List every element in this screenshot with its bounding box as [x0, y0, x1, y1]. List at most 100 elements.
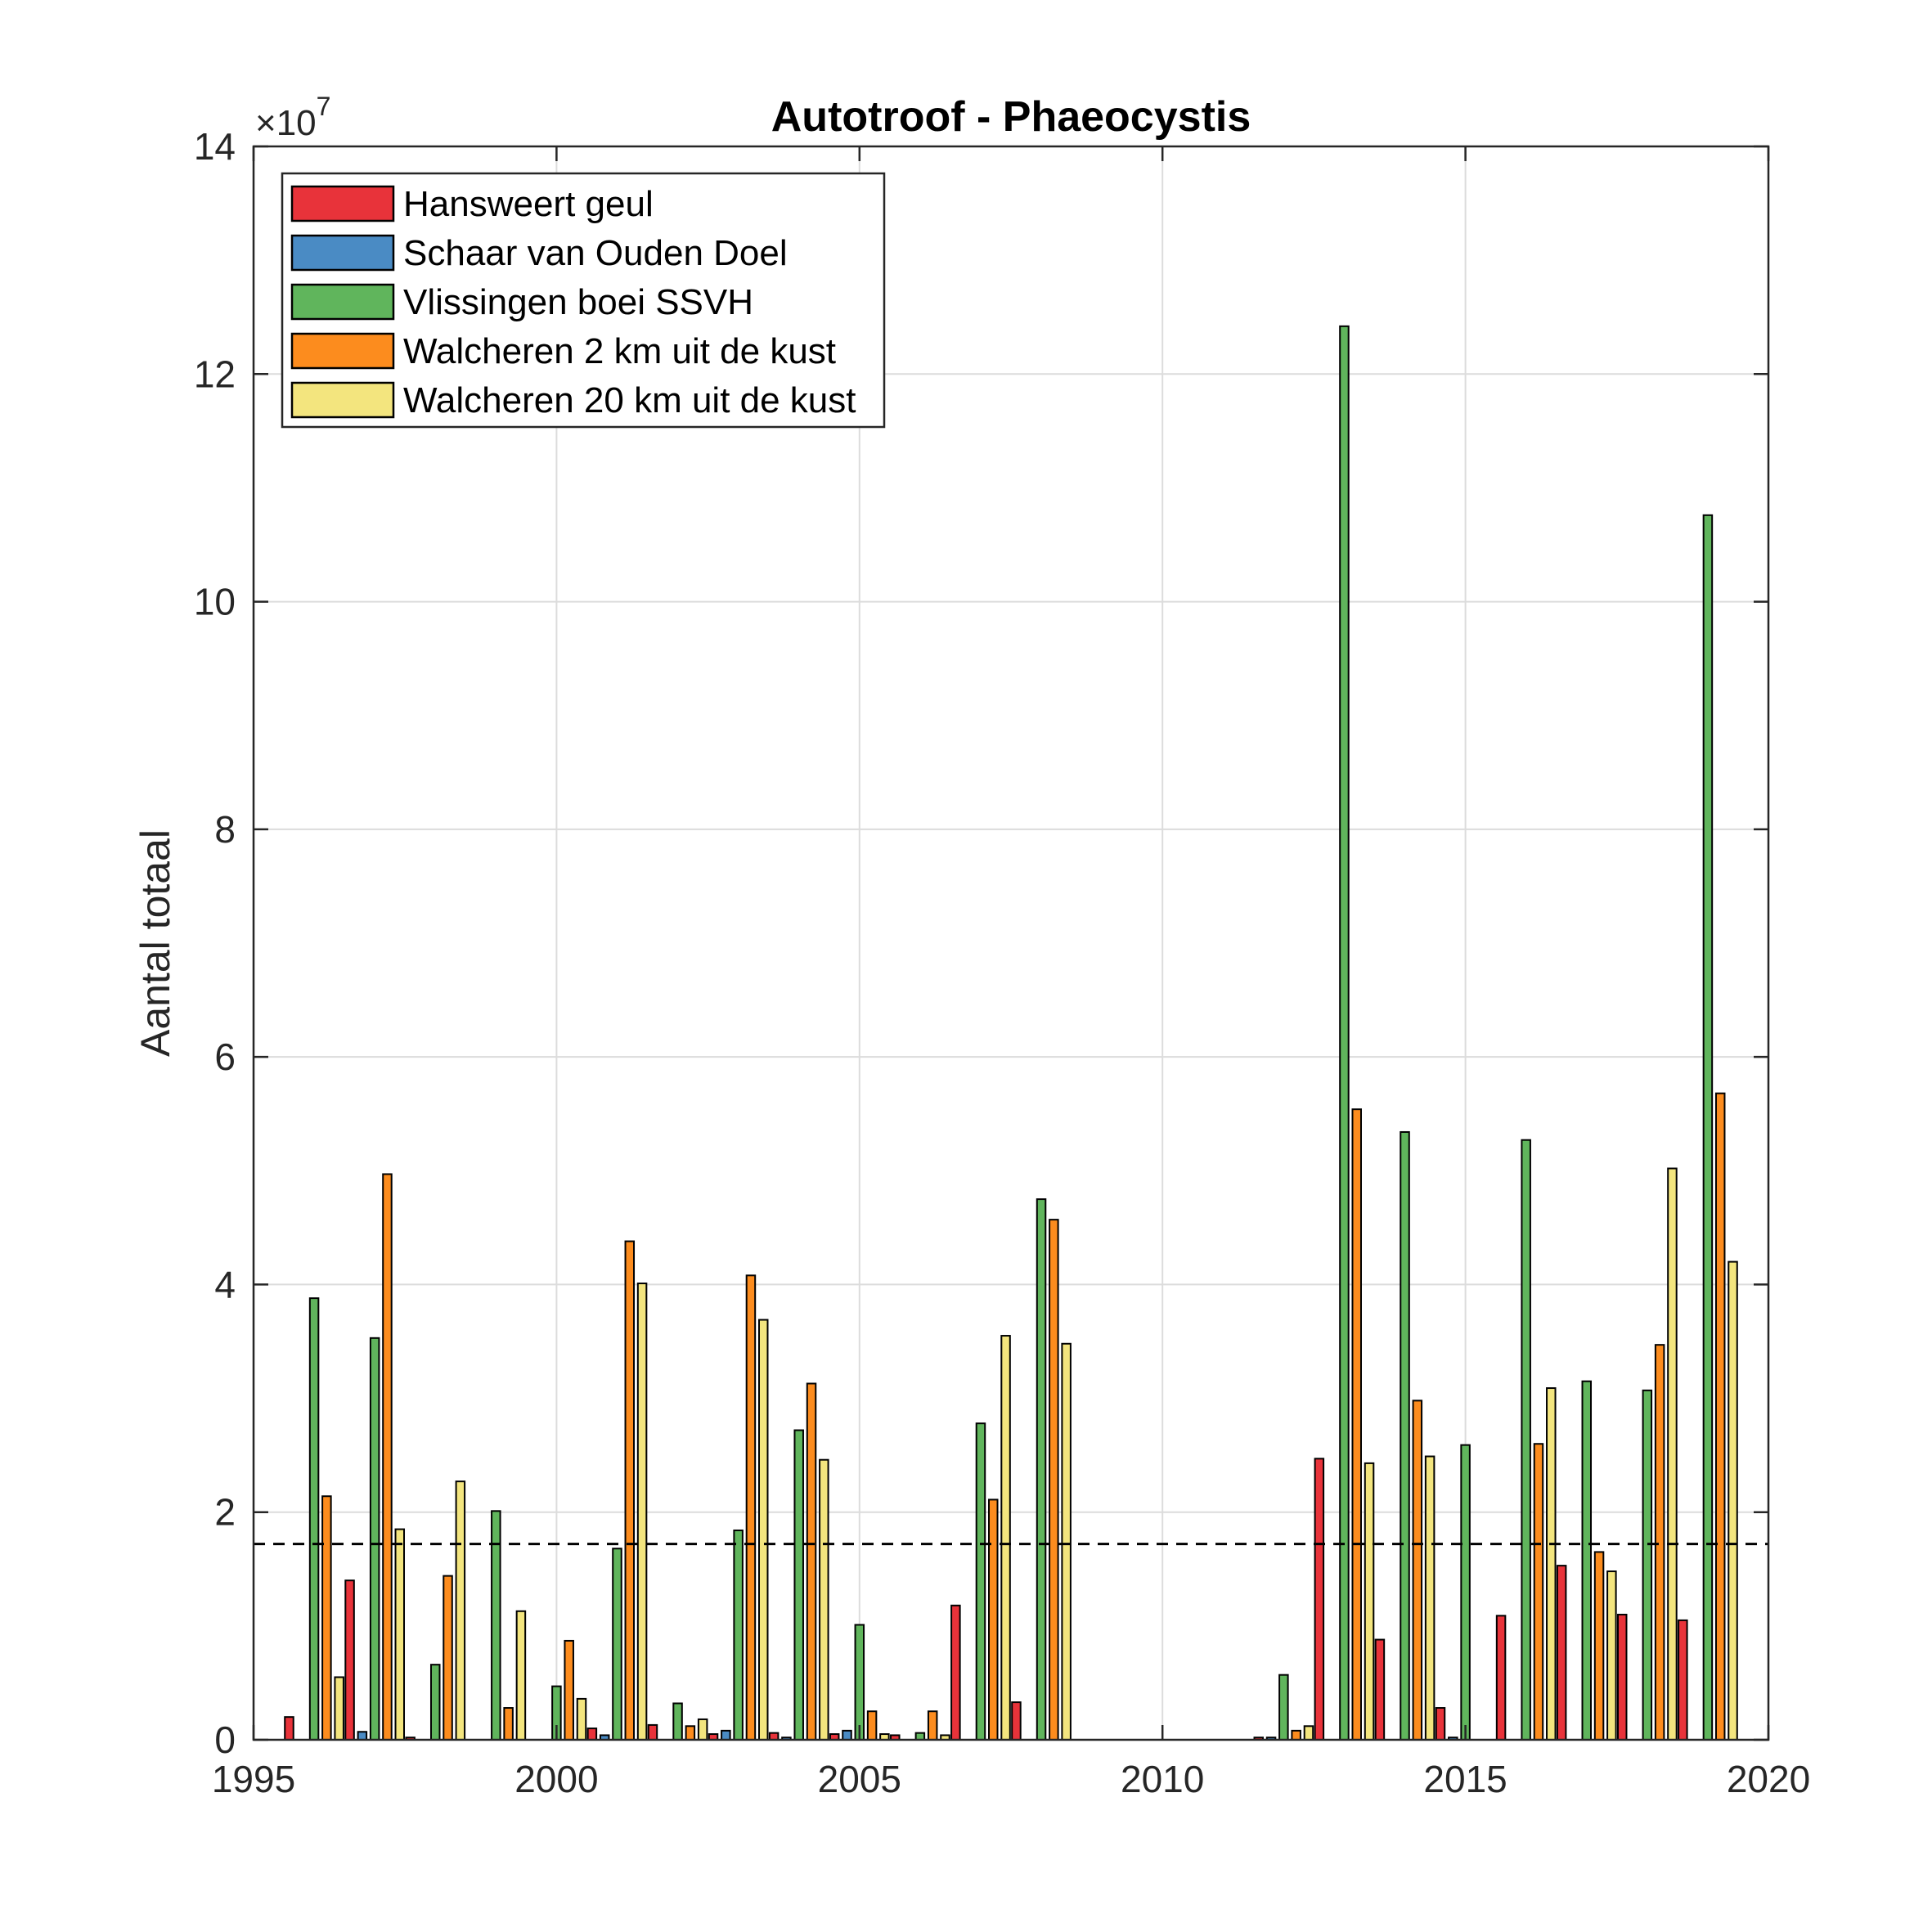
bar [793, 1429, 804, 1741]
x-tick-label: 1995 [212, 1758, 295, 1800]
y-tick-label: 10 [194, 581, 236, 623]
bar [1291, 1729, 1301, 1741]
bar [1702, 514, 1714, 1741]
y-tick-label: 0 [214, 1719, 236, 1761]
legend-label: Vlissingen boei SSVH [403, 282, 753, 322]
y-tick-label: 14 [194, 125, 236, 168]
bar [1061, 1342, 1072, 1741]
bar [1533, 1443, 1544, 1741]
bar [854, 1624, 865, 1741]
bar [455, 1480, 466, 1741]
chart-title: Autotroof - Phaeocystis [771, 93, 1251, 141]
bar [685, 1725, 696, 1741]
legend-swatch [290, 234, 395, 272]
bar [1606, 1570, 1617, 1741]
bar [721, 1729, 731, 1741]
bar [1546, 1387, 1557, 1741]
x-tick-labels: 1995 2000 2005 2010 2015 2020 [212, 1758, 1810, 1800]
bar [503, 1707, 514, 1741]
bar [491, 1510, 501, 1741]
bar [914, 1732, 926, 1741]
bar [443, 1575, 453, 1741]
bar [369, 1337, 380, 1741]
x-tick-label: 2020 [1727, 1758, 1810, 1800]
bar [1049, 1219, 1059, 1741]
bar [733, 1529, 744, 1741]
x-tick-label: 2015 [1423, 1758, 1507, 1800]
bar [284, 1716, 294, 1741]
y-exponent-base: ×10 [255, 103, 317, 143]
bar [1400, 1130, 1410, 1741]
y-tick-label: 4 [214, 1263, 236, 1305]
bar [1314, 1458, 1325, 1741]
bar [1011, 1701, 1022, 1741]
bar [1435, 1707, 1446, 1741]
bar [564, 1639, 574, 1741]
bar [1424, 1455, 1436, 1741]
bar [429, 1664, 441, 1741]
bar [1654, 1344, 1665, 1741]
bar [1581, 1380, 1593, 1741]
legend-label: Walcheren 20 km uit de kust [403, 380, 856, 420]
bar [1036, 1198, 1047, 1741]
bar [1364, 1462, 1375, 1741]
bar [308, 1297, 320, 1741]
bar [1593, 1551, 1605, 1741]
bar [1278, 1674, 1289, 1741]
bar [806, 1382, 817, 1741]
x-tick-label: 2005 [818, 1758, 901, 1800]
bar [768, 1732, 780, 1741]
ticks [252, 145, 1770, 1741]
bar [1556, 1565, 1567, 1741]
bar [1339, 325, 1350, 1741]
bar [1642, 1389, 1653, 1741]
bar [1616, 1613, 1628, 1741]
y-tick-label: 12 [194, 353, 236, 395]
bar [1351, 1108, 1362, 1741]
legend-label: Walcheren 2 km uit de kust [403, 331, 836, 371]
bar [697, 1718, 708, 1741]
bar [624, 1240, 636, 1741]
bar [321, 1495, 332, 1741]
bar [1303, 1725, 1314, 1741]
bar [382, 1173, 393, 1741]
bar [842, 1729, 852, 1741]
bar [757, 1319, 769, 1741]
y-tick-label: 6 [214, 1036, 236, 1078]
bar [1000, 1335, 1011, 1741]
y-exponent: ×107 [255, 92, 330, 143]
bar [357, 1731, 368, 1741]
legend-label: Schaar van Ouden Doel [403, 233, 788, 273]
bar [975, 1422, 986, 1741]
bar [636, 1283, 648, 1741]
bar [1374, 1638, 1386, 1741]
bar [1460, 1444, 1471, 1741]
y-exponent-power: 7 [317, 92, 331, 121]
y-tick-labels: 0 2 4 6 8 10 12 14 [194, 125, 236, 1761]
bar [866, 1710, 878, 1741]
bar [647, 1723, 658, 1741]
legend-label: Hansweert geul [403, 184, 654, 224]
bar [1714, 1092, 1726, 1741]
legend-swatch [290, 381, 395, 419]
y-tick-label: 8 [214, 808, 236, 851]
bar [515, 1610, 527, 1741]
bar [1667, 1167, 1678, 1741]
bar [576, 1697, 587, 1741]
bar [1521, 1139, 1531, 1741]
x-tick-label: 2010 [1121, 1758, 1204, 1800]
bar [927, 1710, 938, 1741]
y-axis-label: Aantal totaal [133, 829, 178, 1057]
bar [950, 1604, 961, 1741]
bar [1728, 1260, 1738, 1741]
bar [988, 1498, 999, 1741]
bar [745, 1274, 757, 1741]
bar [586, 1728, 598, 1741]
x-tick-label: 2000 [514, 1758, 598, 1800]
bar [394, 1528, 406, 1741]
bar [612, 1548, 622, 1741]
legend-swatch [290, 185, 395, 222]
legend: Hansweert geul Schaar van Ouden Doel Vliss… [281, 172, 886, 429]
bar [1412, 1400, 1423, 1741]
